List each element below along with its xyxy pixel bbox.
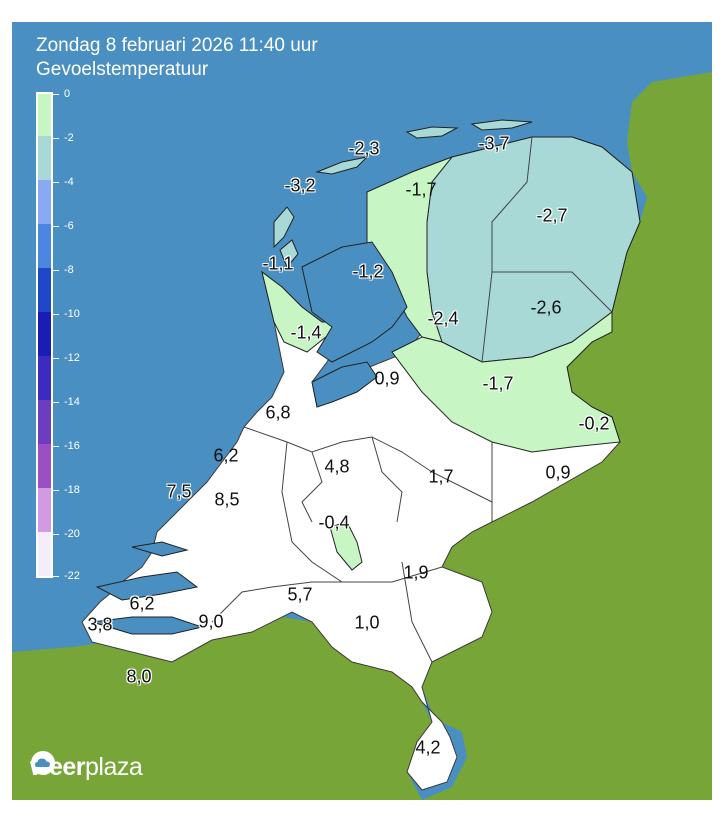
- island-ameland: [405, 126, 459, 139]
- foreign-land-south: [12, 617, 432, 800]
- map-value-label: 1,0: [354, 612, 380, 633]
- island-vlieland: [279, 239, 299, 268]
- legend-label: -6: [64, 220, 74, 232]
- map-value-label: -1,4: [290, 322, 322, 343]
- legend-label: 0: [64, 88, 71, 100]
- map-value-label: -2,7: [536, 205, 568, 226]
- map-value-label: -1,2: [352, 261, 384, 282]
- legend-label: -12: [64, 352, 80, 364]
- map-value-label: 1,9: [403, 562, 429, 583]
- map-value-label: 0,9: [545, 462, 571, 483]
- weather-map: Zondag 8 februari 2026 11:40 uur Gevoels…: [12, 22, 712, 800]
- legend-label: -10: [64, 308, 80, 320]
- haringvliet: [131, 541, 189, 557]
- map-value-label: -2,4: [427, 308, 459, 329]
- legend-label: -18: [64, 484, 80, 496]
- zone-0-to-minus2-east: [391, 311, 621, 453]
- map-value-label: -0,4: [318, 512, 350, 533]
- island-terschelling: [315, 156, 369, 175]
- map-value-label: 6,2: [129, 593, 155, 614]
- legend-swatch-5: [36, 312, 53, 356]
- markermeer: [311, 361, 378, 408]
- map-value-label: -3,7: [478, 133, 510, 154]
- island-texel: [273, 206, 295, 249]
- legend-swatch-2: [36, 180, 53, 224]
- legend-swatch-10: [36, 532, 53, 576]
- legend-label: -16: [64, 440, 80, 452]
- color-legend: 0 -2 -4 -6 -8 -10 -12 -14 -16 -18 -20 -2…: [36, 88, 136, 582]
- brand-name-light: plaza: [84, 752, 143, 781]
- map-value-label: -2,6: [530, 297, 562, 318]
- map-value-label: 4,8: [324, 456, 350, 477]
- cloud-sun-logo-icon: [31, 751, 55, 775]
- westerschelde: [91, 616, 204, 635]
- map-value-label: 6,2: [213, 445, 239, 466]
- map-value-label: 4,2: [415, 737, 441, 758]
- ijsselmeer: [301, 241, 408, 363]
- foreign-land-east: [422, 72, 712, 800]
- map-value-label: -1,7: [405, 179, 437, 200]
- map-value-label: 3,8: [87, 614, 113, 635]
- map-value-label: -0,2: [578, 413, 610, 434]
- legend-label: -4: [64, 176, 74, 188]
- map-value-label: 0,9: [374, 368, 400, 389]
- map-value-label: -2,3: [348, 138, 380, 159]
- map-value-label: 1,7: [428, 466, 454, 487]
- brand-logo: weerplaza: [30, 750, 143, 784]
- oosterschelde: [95, 571, 199, 601]
- legend-frame: [36, 92, 53, 578]
- map-value-label: -3,2: [284, 175, 316, 196]
- legend-swatch-7: [36, 400, 53, 444]
- legend-label: -14: [64, 396, 80, 408]
- legend-swatch-1: [36, 136, 53, 180]
- map-canvas: [12, 22, 712, 800]
- legend-swatch-3: [36, 224, 53, 268]
- map-value-label: 8,5: [214, 489, 240, 510]
- legend-label: -8: [64, 264, 74, 276]
- map-value-label: -1,7: [482, 373, 514, 394]
- island-schiermonnikoog: [470, 119, 533, 131]
- map-value-label: 7,5: [166, 481, 192, 502]
- legend-label: -22: [64, 570, 80, 582]
- legend-label: -20: [64, 528, 80, 540]
- legend-swatch-8: [36, 444, 53, 488]
- legend-swatch-4: [36, 268, 53, 312]
- map-value-label: 5,7: [287, 584, 313, 605]
- map-datetime: Zondag 8 februari 2026 11:40 uur: [36, 35, 318, 56]
- map-value-label: 6,8: [265, 402, 291, 423]
- map-value-label: -1,1: [262, 253, 294, 274]
- map-value-label: 8,0: [126, 666, 152, 687]
- legend-swatch-9: [36, 488, 53, 532]
- legend-swatch-0: [36, 92, 53, 136]
- province-borders: [211, 136, 613, 663]
- legend-label: -2: [64, 132, 74, 144]
- legend-swatch-6: [36, 356, 53, 400]
- zone-0-to-minus2-south: [329, 521, 363, 571]
- map-value-label: 9,0: [198, 611, 224, 632]
- map-parameter-title: Gevoelstemperatuur: [36, 59, 209, 80]
